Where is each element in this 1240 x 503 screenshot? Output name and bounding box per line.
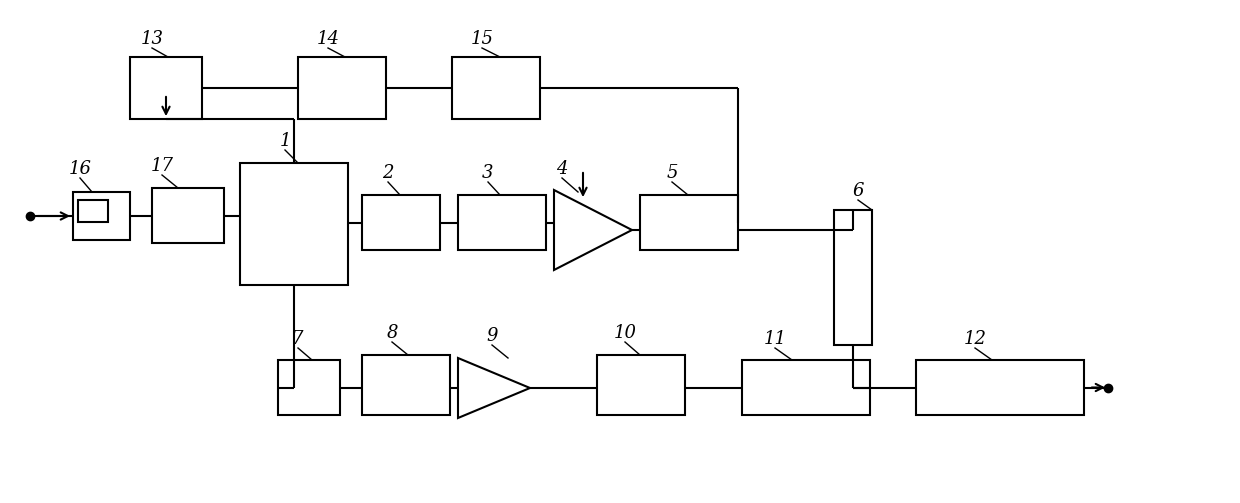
Bar [835,210,872,345]
Polygon shape [554,190,632,270]
Bar [453,57,539,119]
Text: 3: 3 [482,164,494,182]
Text: 11: 11 [764,330,786,348]
Bar [362,355,450,415]
Bar [130,57,202,119]
Text: 7: 7 [293,330,304,348]
Text: 1: 1 [279,132,290,150]
Bar [596,355,684,415]
Bar [362,195,440,250]
Bar [298,57,386,119]
Text: 9: 9 [486,327,497,345]
Polygon shape [458,358,529,418]
Text: 13: 13 [140,30,164,48]
Text: 17: 17 [150,157,174,175]
Text: 16: 16 [68,160,92,178]
Bar [73,192,130,240]
Text: 4: 4 [557,160,568,178]
Bar [640,195,738,250]
Bar [742,360,870,415]
Text: 2: 2 [382,164,394,182]
Text: 5: 5 [666,164,678,182]
Bar [458,195,546,250]
Bar [241,163,348,285]
Text: 10: 10 [614,324,636,342]
Bar [78,200,108,222]
Text: 15: 15 [470,30,494,48]
Bar [278,360,340,415]
Text: 8: 8 [386,324,398,342]
Text: 14: 14 [316,30,340,48]
Text: 12: 12 [963,330,987,348]
Bar [916,360,1084,415]
Bar [153,188,224,243]
Text: 6: 6 [852,182,864,200]
